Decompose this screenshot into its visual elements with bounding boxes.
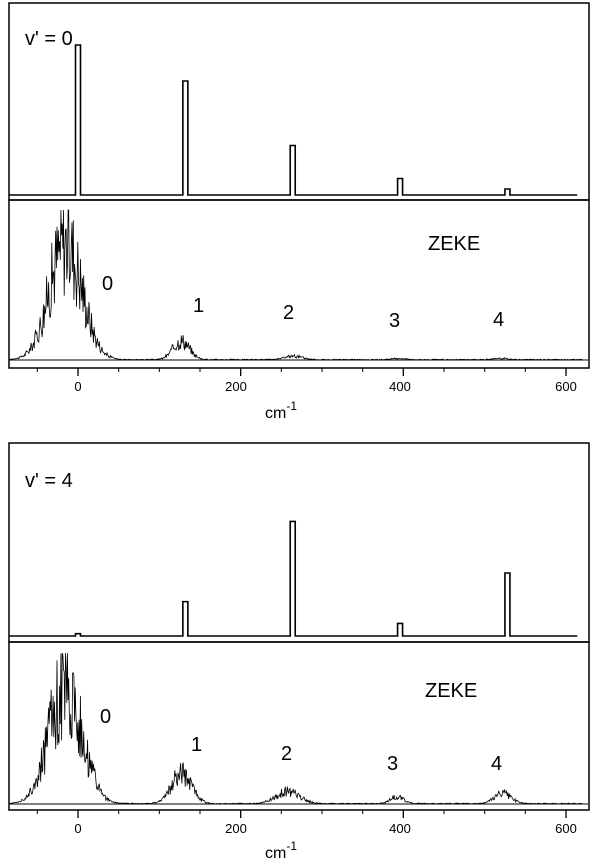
top-zeke-trace bbox=[8, 209, 583, 361]
bottom-band-label-3: 3 bbox=[387, 753, 398, 775]
top-band-label-4: 4 bbox=[493, 309, 504, 331]
bottom-figure: v' = 4 ZEKE 0 1 2 3 4 0 200 400 600 cm-1 bbox=[8, 442, 590, 862]
top-simulation-label: v' = 0 bbox=[25, 28, 73, 50]
bottom-zeke-label: ZEKE bbox=[425, 680, 477, 702]
top-xtick-label-0: 0 bbox=[74, 379, 81, 394]
bottom-band-label-4: 4 bbox=[491, 753, 502, 775]
top-band-label-0: 0 bbox=[102, 273, 113, 295]
bottom-simulation-frame bbox=[8, 442, 590, 643]
bottom-xtick-label-400: 400 bbox=[389, 821, 411, 836]
bottom-xtick-label-600: 600 bbox=[555, 821, 577, 836]
bottom-band-label-2: 2 bbox=[281, 743, 292, 765]
bottom-xaxis-label: cm-1 bbox=[265, 839, 297, 862]
top-xtick-label-400: 400 bbox=[389, 379, 411, 394]
bottom-xtick-label-200: 200 bbox=[225, 821, 247, 836]
top-zeke-frame bbox=[8, 199, 590, 369]
top-figure: v' = 0 ZEKE 0 1 2 3 4 0 200 400 600 cm-1 bbox=[8, 2, 590, 422]
top-xtick-label-200: 200 bbox=[225, 379, 247, 394]
bottom-zeke-frame bbox=[8, 641, 590, 811]
top-stick-spectrum bbox=[8, 44, 578, 196]
bottom-band-label-0: 0 bbox=[100, 706, 111, 728]
bottom-band-label-1: 1 bbox=[191, 734, 202, 756]
top-simulation-frame bbox=[8, 2, 590, 201]
top-band-label-3: 3 bbox=[389, 310, 400, 332]
top-zeke-label: ZEKE bbox=[428, 233, 480, 255]
top-band-label-1: 1 bbox=[193, 295, 204, 317]
bottom-xtick-label-0: 0 bbox=[74, 821, 81, 836]
top-xaxis-label: cm-1 bbox=[265, 399, 297, 422]
bottom-zeke-trace bbox=[8, 652, 583, 805]
bottom-stick-spectrum bbox=[8, 520, 578, 637]
bottom-simulation-label: v' = 4 bbox=[25, 470, 73, 492]
top-xtick-label-600: 600 bbox=[555, 379, 577, 394]
top-band-label-2: 2 bbox=[283, 302, 294, 324]
